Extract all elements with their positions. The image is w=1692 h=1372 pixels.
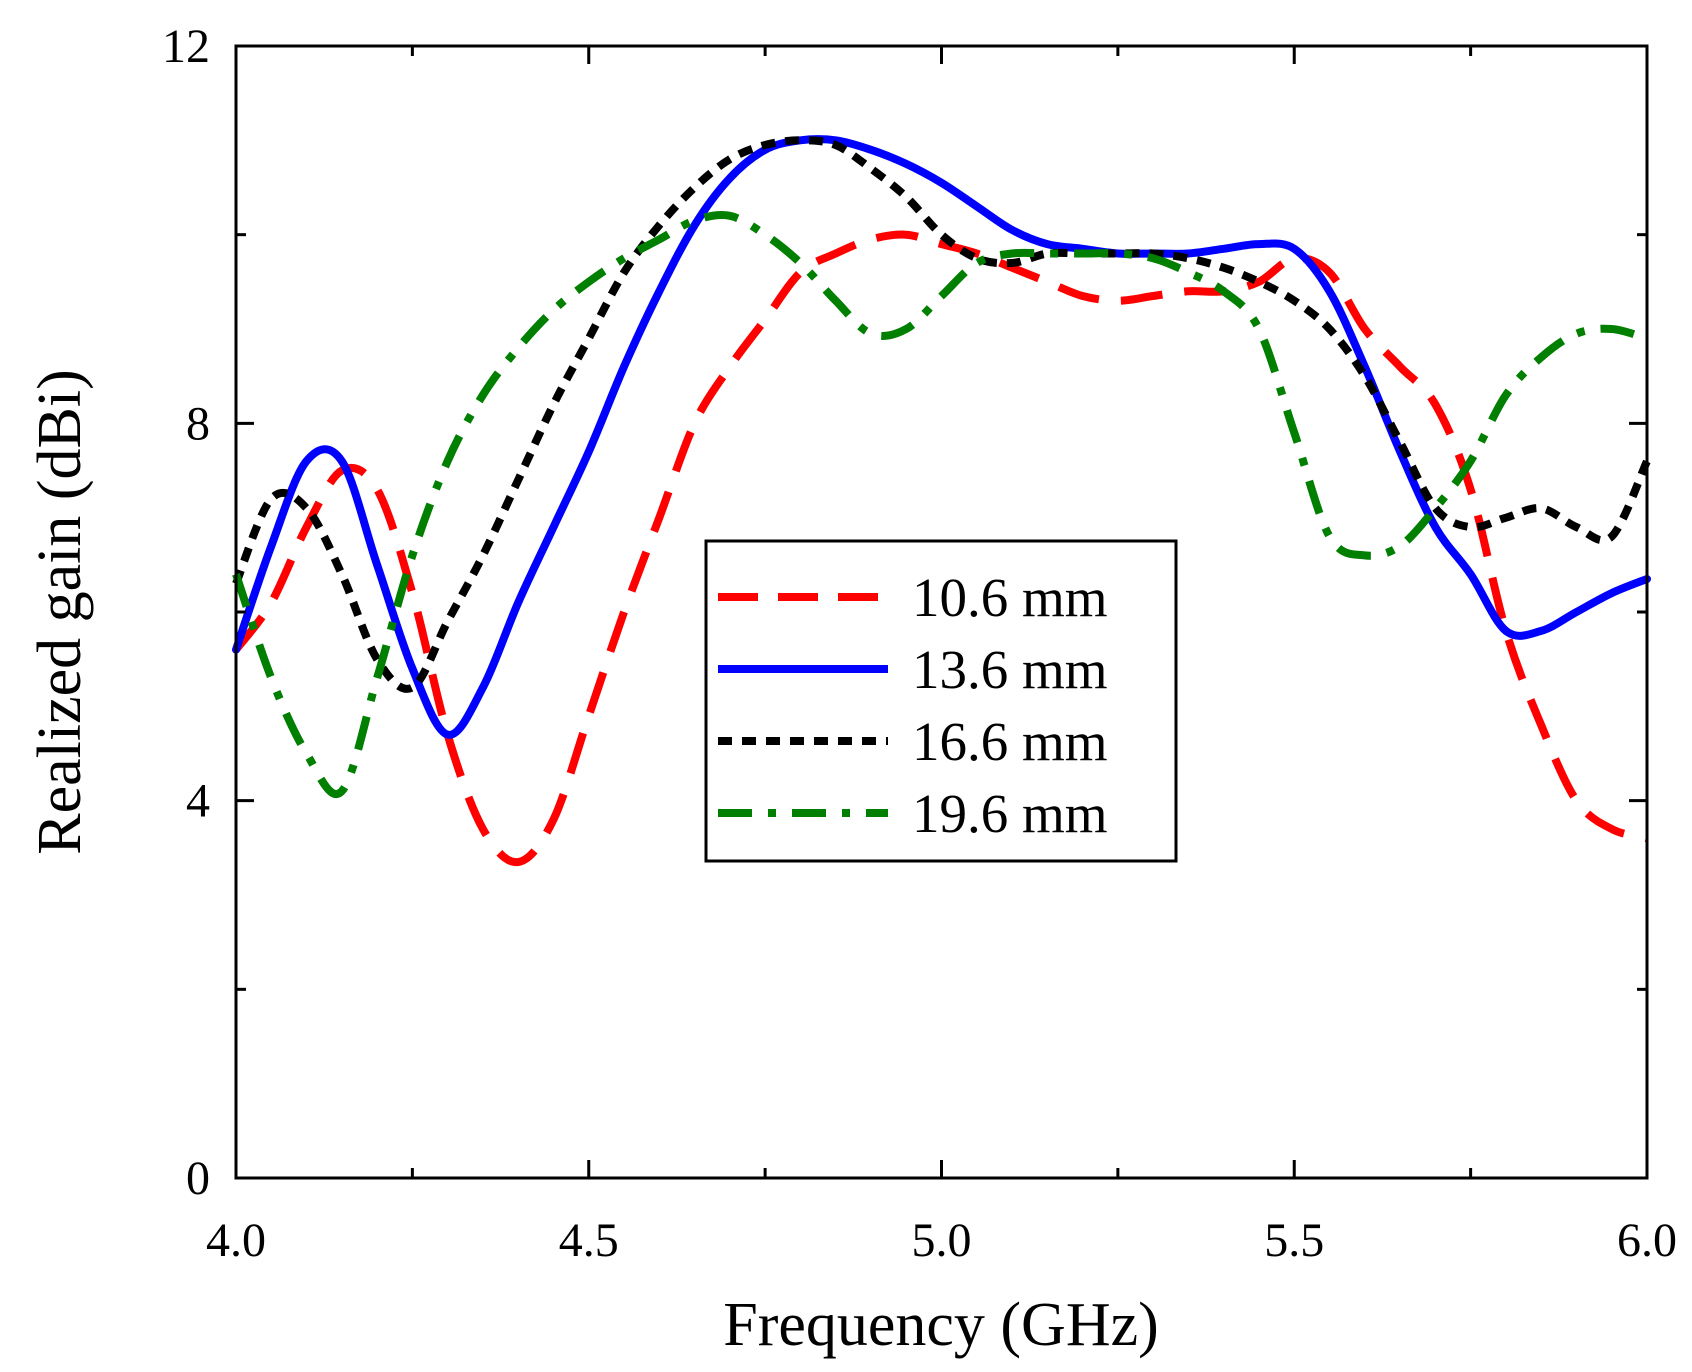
x-tick-label: 5.5 xyxy=(1264,1214,1324,1267)
legend-item: 19.6 mm xyxy=(718,783,1108,844)
x-tick-label: 5.0 xyxy=(912,1214,972,1267)
series-line-10-6-mm xyxy=(232,230,1649,867)
series-line-16-6-mm xyxy=(232,136,1651,693)
y-tick-label: 0 xyxy=(186,1152,210,1205)
series-layer xyxy=(232,135,1651,867)
axis-ticks xyxy=(234,44,1649,1180)
x-tick-label: 6.0 xyxy=(1617,1214,1677,1267)
y-axis-title: Realized gain (dBi) xyxy=(26,369,94,855)
legend: 10.6 mm 13.6 mm 16.6 mm 19.6 mm xyxy=(704,539,1178,863)
legend-label: 19.6 mm xyxy=(912,783,1108,844)
series-line-13-6-mm xyxy=(232,135,1651,739)
legend-label: 16.6 mm xyxy=(912,711,1108,772)
y-tick-label: 12 xyxy=(162,20,210,73)
tick-labels: 4.0 4.5 5.0 5.5 6.0 0 4 8 12 xyxy=(162,20,1677,1267)
x-tick-label: 4.5 xyxy=(559,1214,619,1267)
legend-item: 13.6 mm xyxy=(718,639,1108,700)
legend-label: 10.6 mm xyxy=(912,567,1108,628)
legend-items: 10.6 mm 13.6 mm 16.6 mm 19.6 mm xyxy=(718,567,1108,844)
x-axis-title: Frequency (GHz) xyxy=(723,1291,1159,1359)
x-tick-label: 4.0 xyxy=(206,1214,266,1267)
legend-item: 10.6 mm xyxy=(718,567,1108,628)
legend-item: 16.6 mm xyxy=(718,711,1108,772)
legend-label: 13.6 mm xyxy=(912,639,1108,700)
y-tick-label: 8 xyxy=(186,397,210,450)
y-tick-label: 4 xyxy=(186,775,210,828)
